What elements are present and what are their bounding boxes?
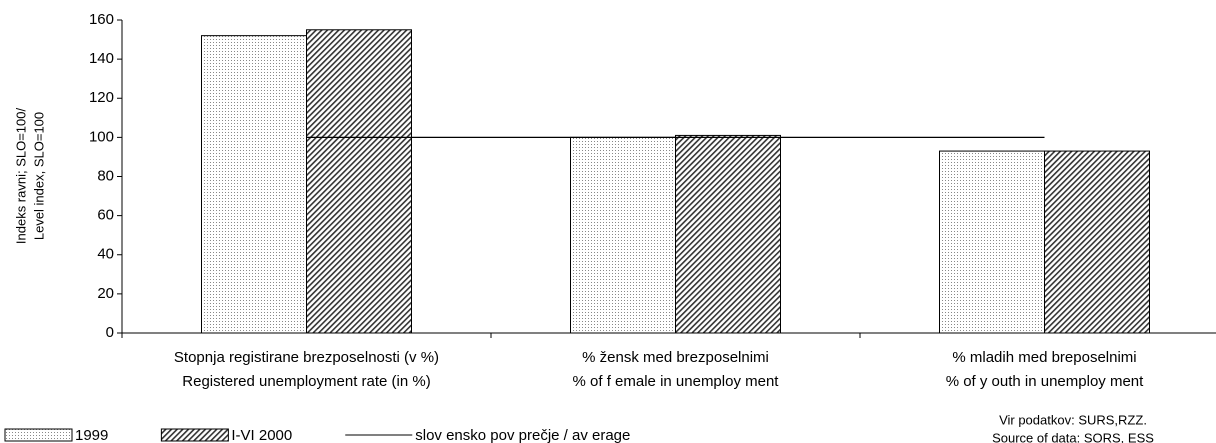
y-axis-label: Indeks ravni; SLO=100/ bbox=[13, 108, 28, 245]
y-axis-label: Level index, SLO=100 bbox=[31, 112, 46, 240]
bar bbox=[201, 35, 307, 334]
y-tick-label: 120 bbox=[89, 89, 114, 106]
y-tick-label: 60 bbox=[97, 207, 114, 224]
x-tick-label: % mladih med breposelnimi bbox=[952, 349, 1136, 366]
y-tick-label: 100 bbox=[89, 128, 114, 145]
legend-swatch bbox=[160, 428, 229, 442]
legend-label: 1999 bbox=[75, 427, 108, 443]
y-tick-label: 140 bbox=[89, 50, 114, 67]
source: Source of data: SORS, ESS bbox=[992, 430, 1154, 443]
y-tick-label: 80 bbox=[97, 167, 114, 184]
source: Vir podatkov: SURS,RZZ. bbox=[999, 412, 1147, 427]
bar bbox=[570, 136, 676, 334]
legend-swatch bbox=[4, 428, 73, 442]
legend-label: I-VI 2000 bbox=[231, 427, 292, 443]
y-tick-label: 0 bbox=[106, 324, 114, 341]
x-tick-label: % of y outh in unemploy ment bbox=[946, 373, 1144, 390]
x-tick-label: Registered unemployment rate (in %) bbox=[182, 373, 430, 390]
bar bbox=[306, 29, 412, 334]
bar bbox=[939, 150, 1045, 334]
x-tick-label: % žensk med brezposelnimi bbox=[582, 349, 769, 366]
x-tick-label: Stopnja registirane brezposelnosti (v %) bbox=[174, 349, 439, 366]
x-tick-label: % of f emale in unemploy ment bbox=[573, 373, 780, 390]
bar bbox=[1044, 150, 1150, 334]
bar bbox=[675, 134, 781, 334]
legend-label: slov ensko pov prečje / av erage bbox=[415, 427, 630, 443]
y-tick-label: 160 bbox=[89, 11, 114, 28]
y-tick-label: 20 bbox=[97, 285, 114, 302]
y-tick-label: 40 bbox=[97, 246, 114, 263]
